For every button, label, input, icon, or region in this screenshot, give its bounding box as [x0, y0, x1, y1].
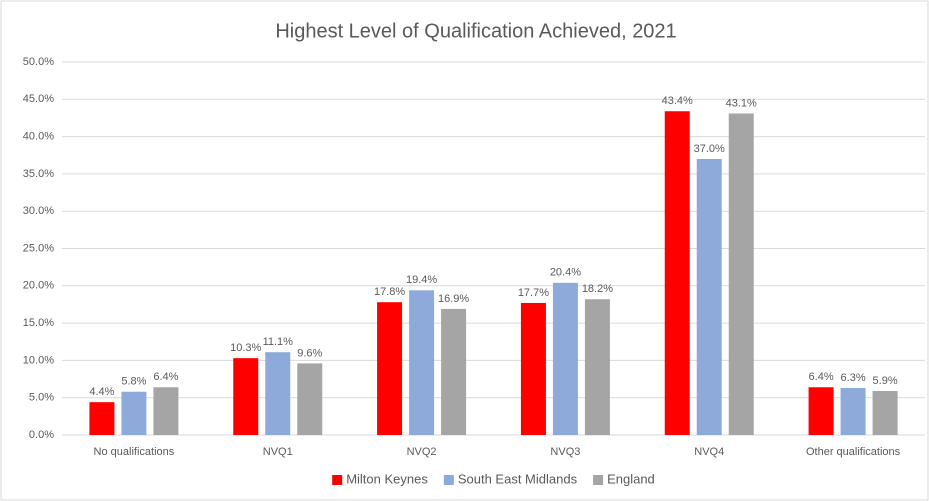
x-tick-label: NVQ4 [694, 446, 724, 458]
legend-label: England [607, 471, 655, 486]
bar [552, 282, 578, 435]
bar [297, 363, 323, 435]
bar [696, 158, 722, 436]
y-tick-label: 20.0% [23, 280, 54, 292]
bar [153, 387, 179, 435]
data-label: 5.8% [121, 376, 146, 388]
data-label: 9.6% [297, 347, 322, 359]
y-tick-label: 10.0% [23, 354, 54, 366]
chart-title: Highest Level of Qualification Achieved,… [275, 20, 676, 42]
bar [664, 111, 690, 436]
y-tick-label: 40.0% [23, 131, 54, 143]
data-label: 10.3% [230, 342, 261, 354]
x-tick-label: NVQ2 [407, 446, 437, 458]
bar [233, 358, 259, 435]
data-label: 6.3% [841, 372, 866, 384]
y-tick-label: 0.0% [29, 429, 54, 441]
bar [377, 302, 403, 435]
bar [584, 299, 610, 435]
bar [409, 290, 435, 435]
data-label: 11.1% [263, 336, 294, 348]
bar [808, 387, 834, 435]
y-tick-label: 25.0% [23, 242, 54, 254]
data-label: 17.7% [518, 287, 549, 299]
data-label: 16.9% [438, 293, 469, 305]
bar [89, 402, 115, 435]
y-tick-label: 30.0% [23, 205, 54, 217]
y-tick-label: 15.0% [23, 317, 54, 329]
data-label: 43.1% [726, 97, 757, 109]
data-label: 37.0% [694, 143, 725, 155]
data-label: 4.4% [89, 386, 114, 398]
legend-swatch [593, 475, 604, 485]
data-label: 18.2% [582, 283, 613, 295]
data-label: 19.4% [406, 274, 437, 286]
legend-swatch [443, 475, 454, 485]
x-tick-label: No qualifications [94, 446, 175, 458]
data-label: 17.8% [374, 286, 405, 298]
y-tick-label: 50.0% [23, 56, 54, 68]
y-tick-label: 5.0% [29, 392, 54, 404]
data-label: 43.4% [662, 95, 693, 107]
bar [728, 113, 754, 435]
bar [441, 308, 467, 435]
data-label: 6.4% [809, 371, 834, 383]
x-tick-label: Other qualifications [806, 446, 901, 458]
legend-swatch [332, 475, 343, 485]
data-label: 20.4% [550, 267, 581, 279]
bar [265, 352, 291, 435]
x-tick-label: NVQ1 [263, 446, 293, 458]
bar [872, 390, 898, 435]
bar [840, 388, 866, 435]
legend-label: South East Midlands [458, 471, 578, 486]
bar [520, 302, 546, 435]
x-tick-label: NVQ3 [550, 446, 580, 458]
data-label: 6.4% [153, 371, 178, 383]
bar [121, 391, 147, 435]
legend-label: Milton Keynes [346, 471, 428, 486]
y-tick-label: 45.0% [23, 93, 54, 105]
y-tick-label: 35.0% [23, 168, 54, 180]
data-label: 5.9% [873, 375, 898, 387]
